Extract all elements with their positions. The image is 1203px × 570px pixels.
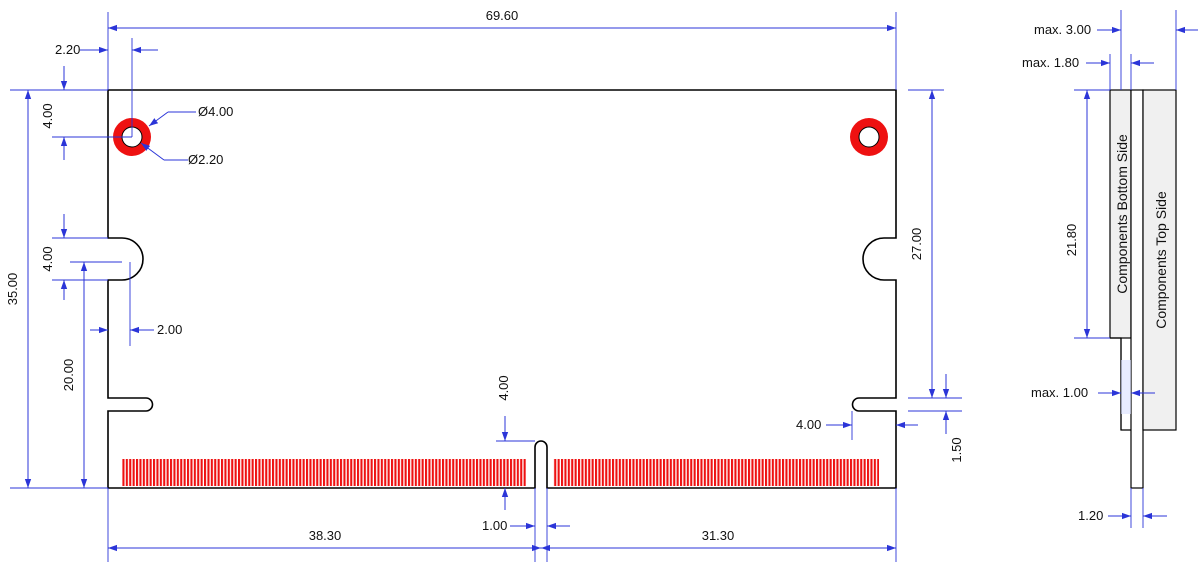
dim-bottom-notch-width-text: 4.00 bbox=[796, 417, 821, 432]
dim-notch-width: 4.00 bbox=[40, 214, 122, 300]
dim-notch-width-text: 4.00 bbox=[40, 246, 55, 271]
dim-contacts: 38.30 31.30 bbox=[107, 488, 897, 562]
dim-key-slot-width: 1.00 bbox=[482, 488, 570, 562]
dim-notch-depth: 2.00 bbox=[90, 262, 182, 346]
side-view: Components Bottom Side Components Top Si… bbox=[1022, 10, 1198, 528]
side-max-step-text: max. 1.00 bbox=[1031, 385, 1088, 400]
mounting-hole-right bbox=[850, 118, 888, 156]
dim-hole-offset-y: 4.00 bbox=[40, 66, 132, 160]
side-max-bottom-text: max. 1.80 bbox=[1022, 55, 1079, 70]
top-side-label: Components Top Side bbox=[1153, 191, 1169, 329]
dim-total-width: 69.60 bbox=[107, 8, 897, 90]
dim-bottom-notch-height: 1.50 bbox=[908, 374, 964, 463]
dim-notch-depth-text: 2.00 bbox=[157, 322, 182, 337]
dim-notch-height-text: 20.00 bbox=[61, 359, 76, 392]
dim-key-slot-depth: 4.00 bbox=[496, 375, 535, 510]
dim-hole-offset-x-text: 2.20 bbox=[55, 42, 80, 57]
dim-left-contacts-text: 38.30 bbox=[309, 528, 342, 543]
dim-notch-height: 20.00 bbox=[61, 262, 88, 488]
callout-drill-diameter: Ø2.20 bbox=[140, 142, 223, 167]
dim-hole-offset-x: 2.20 bbox=[55, 38, 158, 137]
board-outline bbox=[107, 89, 897, 489]
dim-height: 35.00 bbox=[5, 89, 108, 489]
dim-bottom-notch-width: 4.00 bbox=[796, 411, 918, 440]
dim-height-text: 35.00 bbox=[5, 273, 20, 306]
dim-bottom-notch-height-text: 1.50 bbox=[949, 437, 964, 462]
side-max-thickness-text: max. 3.00 bbox=[1034, 22, 1091, 37]
dim-right-notch-y: 27.00 bbox=[908, 89, 962, 399]
side-top-components bbox=[1142, 89, 1177, 431]
callout-pad-diameter-text: Ø4.00 bbox=[198, 104, 233, 119]
dim-right-contacts-text: 31.30 bbox=[702, 528, 735, 543]
dim-total-width-text: 69.60 bbox=[486, 8, 519, 23]
contact-fingers-left bbox=[122, 459, 527, 486]
bottom-side-label: Components Bottom Side bbox=[1114, 134, 1130, 294]
side-zone-height-text: 21.80 bbox=[1064, 224, 1079, 257]
callout-pad-diameter: Ø4.00 bbox=[148, 104, 233, 127]
dim-right-notch-y-text: 27.00 bbox=[909, 228, 924, 261]
dim-hole-offset-y-text: 4.00 bbox=[40, 103, 55, 128]
dim-key-slot-width-text: 1.00 bbox=[482, 518, 507, 533]
dim-key-slot-depth-text: 4.00 bbox=[496, 375, 511, 400]
contact-fingers-right bbox=[553, 459, 879, 486]
callout-drill-diameter-text: Ø2.20 bbox=[188, 152, 223, 167]
side-pcb bbox=[1130, 89, 1144, 489]
side-pcb-thickness-text: 1.20 bbox=[1078, 508, 1103, 523]
